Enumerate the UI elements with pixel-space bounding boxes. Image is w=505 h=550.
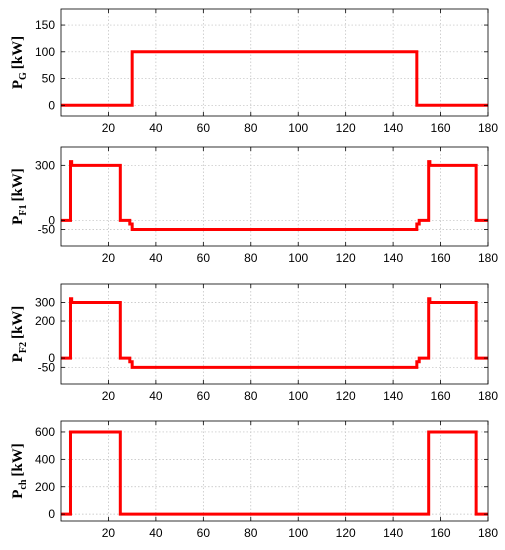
- x-tick-label: 40: [149, 251, 163, 265]
- y-axis-label: PF2[kW]: [10, 306, 29, 363]
- y-axis-label: PF1[kW]: [10, 168, 29, 225]
- y-tick-label: 0: [48, 98, 55, 112]
- x-tick-label: 100: [288, 389, 308, 403]
- x-tick-label: 40: [149, 121, 163, 135]
- x-tick-label: 80: [244, 526, 258, 540]
- x-tick-label: 180: [478, 526, 498, 540]
- x-tick-label: 80: [244, 121, 258, 135]
- x-tick-label: 100: [288, 121, 308, 135]
- x-tick-label: 160: [431, 251, 451, 265]
- x-tick-label: 40: [149, 389, 163, 403]
- y-tick-label: 0: [48, 507, 55, 521]
- x-tick-label: 20: [102, 251, 116, 265]
- axes-frame: [60, 8, 489, 117]
- x-tick-label: 40: [149, 526, 163, 540]
- x-tick-label: 60: [197, 121, 211, 135]
- y-tick-label: 300: [35, 158, 55, 172]
- x-tick-label: 160: [431, 526, 451, 540]
- y-axis-label: PG[kW]: [10, 36, 29, 89]
- x-tick-label: 120: [336, 526, 356, 540]
- x-tick-label: 20: [102, 389, 116, 403]
- subplot-1: 20 40 60 80 100 120 140 160 180 0 50 100 150 PG[kW]: [10, 8, 498, 135]
- y-tick-label: 0: [48, 213, 55, 227]
- x-tick-label: 20: [102, 121, 116, 135]
- x-tick-label: 120: [336, 389, 356, 403]
- series-line: [61, 160, 488, 231]
- x-tick-label: 100: [288, 251, 308, 265]
- subplot-4: 20 40 60 80 100 120 140 160 180 0 200 400 600 Pch[kW]…: [10, 420, 498, 550]
- y-tick-label: 100: [35, 45, 55, 59]
- x-tick-label: 180: [478, 121, 498, 135]
- x-tick-label: 160: [431, 121, 451, 135]
- subplot-3: 20 40 60 80 100 120 140 160 180 -500 200 300 PF2[kW]: [10, 283, 498, 403]
- y-tick-label: 400: [35, 452, 55, 466]
- x-tick-label: 20: [102, 526, 116, 540]
- series-line: [61, 297, 488, 369]
- x-tick-label: 120: [336, 121, 356, 135]
- x-tick-label: 140: [383, 389, 403, 403]
- x-tick-label: 120: [336, 251, 356, 265]
- axes-frame: [60, 146, 489, 247]
- x-tick-label: 100: [288, 526, 308, 540]
- x-tick-label: 140: [383, 121, 403, 135]
- y-tick-label: -50: [38, 223, 56, 237]
- x-tick-label: 140: [383, 251, 403, 265]
- x-tick-label: 60: [197, 389, 211, 403]
- y-tick-label: -50: [38, 360, 56, 374]
- x-tick-label: 80: [244, 389, 258, 403]
- series-line: [61, 430, 488, 516]
- x-tick-label: 180: [478, 389, 498, 403]
- y-tick-label: 200: [35, 480, 55, 494]
- x-tick-label: 60: [197, 251, 211, 265]
- y-tick-label: 300: [35, 296, 55, 310]
- x-tick-label: 60: [197, 526, 211, 540]
- y-tick-label: 600: [35, 425, 55, 439]
- y-tick-label: 200: [35, 314, 55, 328]
- subplot-2: 20 40 60 80 100 120 140 160 180 -500 300 PF1[kW]: [10, 146, 498, 265]
- x-tick-label: 140: [383, 526, 403, 540]
- y-axis-label: Pch[kW]: [10, 443, 29, 499]
- x-tick-label: 160: [431, 389, 451, 403]
- x-tick-label: 80: [244, 251, 258, 265]
- series-line: [61, 50, 488, 107]
- axes-frame: [60, 283, 489, 385]
- axes-frame: [60, 420, 489, 522]
- y-tick-label: 150: [35, 18, 55, 32]
- y-tick-label: 50: [42, 72, 56, 86]
- x-tick-label: 180: [478, 251, 498, 265]
- y-tick-label: 0: [48, 351, 55, 365]
